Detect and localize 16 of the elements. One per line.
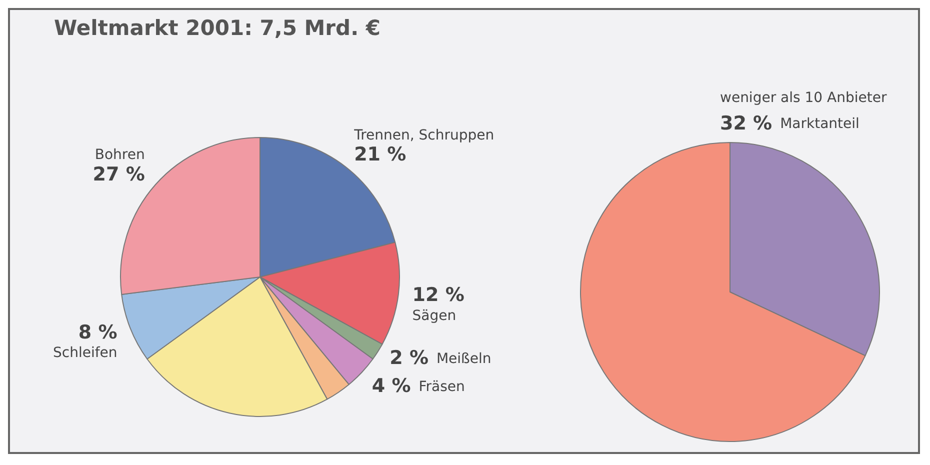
data-label: 4 % bbox=[372, 375, 411, 398]
data-label: 27 % bbox=[92, 163, 145, 186]
data-label: 12 % bbox=[412, 284, 464, 306]
slice-label: Schleifen bbox=[53, 345, 118, 362]
slice-label: Bohren bbox=[94, 147, 145, 164]
data-label: 2 % bbox=[390, 347, 428, 370]
text: Marktanteil bbox=[780, 116, 860, 132]
slice-label: weniger als 10 Anbieter bbox=[720, 90, 887, 106]
slice-label: Sägen bbox=[412, 308, 456, 324]
slice-label: Trennen, Schruppen bbox=[353, 127, 494, 144]
slice-label: Fräsen bbox=[418, 378, 465, 395]
slice-label: Meißeln bbox=[436, 350, 492, 367]
data-label: 32 % bbox=[720, 112, 772, 134]
data-label: 8 % bbox=[78, 321, 118, 344]
chart-title: Weltmarkt 2001: 7,5 Mrd. € bbox=[53, 15, 382, 42]
data-label: 21 % bbox=[354, 144, 406, 166]
